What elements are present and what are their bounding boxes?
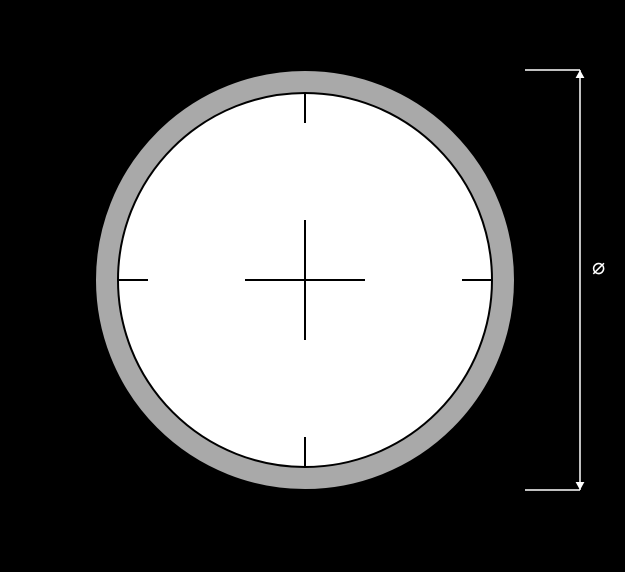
dim-arrow-bottom [576,482,585,490]
diagram-canvas: ⌀ [0,0,625,572]
dim-arrow-top [576,70,585,78]
diameter-symbol: ⌀ [592,254,605,279]
